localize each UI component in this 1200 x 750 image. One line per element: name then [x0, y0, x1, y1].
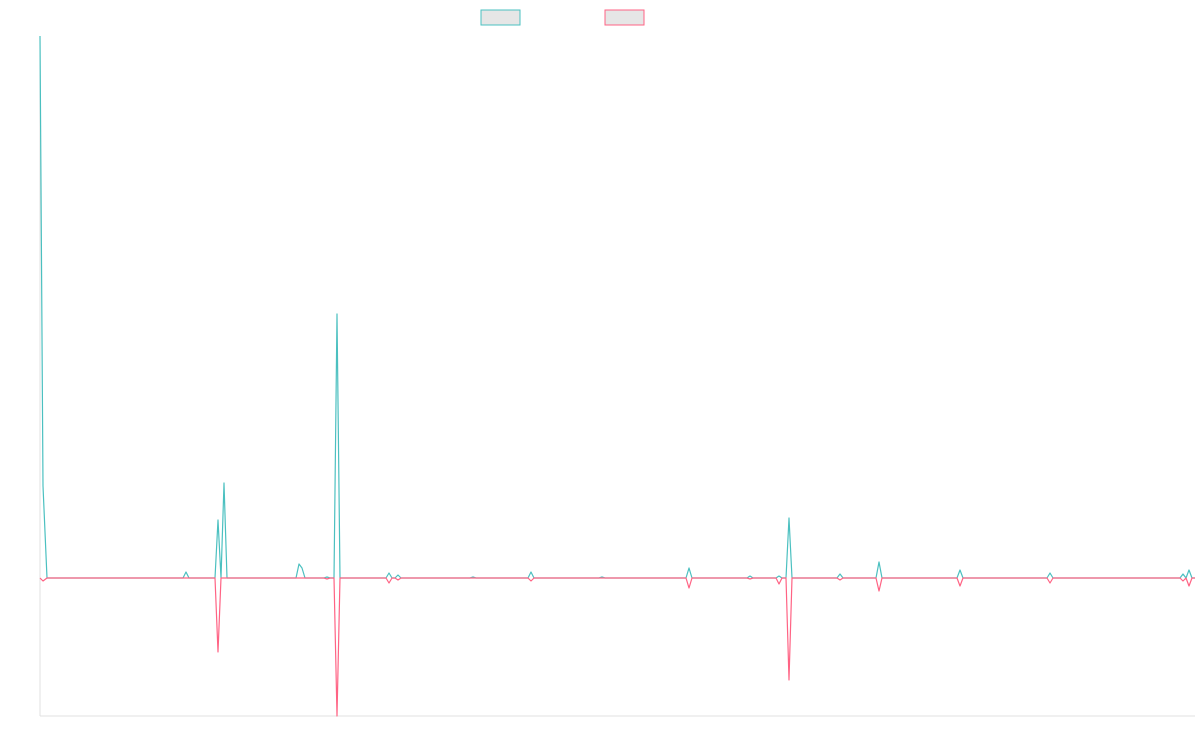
plot-area: [39, 35, 1195, 717]
legend: [480, 9, 645, 26]
legend-swatch[interactable]: [604, 9, 645, 26]
series-line: [39, 577, 1195, 717]
series-line: [39, 35, 1195, 579]
legend-swatch[interactable]: [480, 9, 521, 26]
